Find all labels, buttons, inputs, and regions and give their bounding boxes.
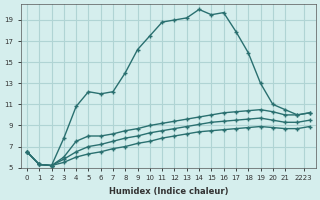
X-axis label: Humidex (Indice chaleur): Humidex (Indice chaleur) <box>108 187 228 196</box>
